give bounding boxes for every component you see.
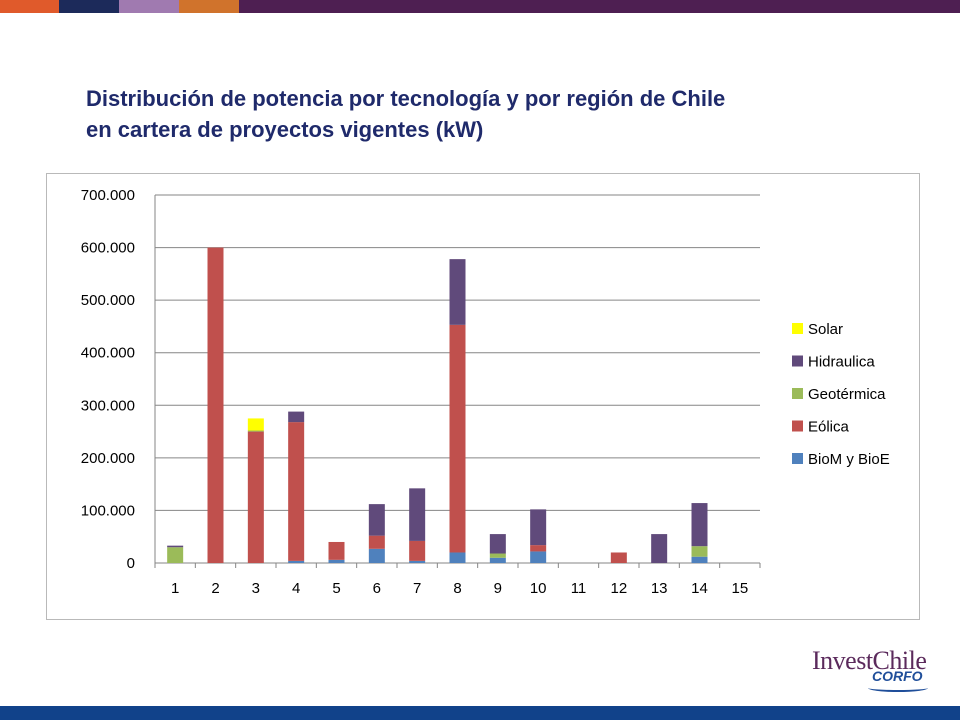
- bar-geot-rmica: [247, 430, 264, 432]
- x-tick-label: 6: [373, 580, 381, 597]
- bar-biom-y-bioe: [368, 548, 385, 563]
- x-tick-label: 11: [571, 580, 587, 597]
- bar-biom-y-bioe: [328, 559, 345, 563]
- x-tick-label: 14: [691, 580, 708, 597]
- legend-label: BioM y BioE: [808, 451, 890, 468]
- legend-label: Hidraulica: [808, 354, 875, 371]
- legend-label: Solar: [808, 321, 843, 338]
- bar-solar: [247, 418, 264, 431]
- x-tick-label: 13: [651, 580, 668, 597]
- top-bar-segment-purple: [239, 0, 960, 13]
- bar-e-lica: [409, 540, 426, 561]
- stacked-bar-chart: 0 100.000 200.000 300.000 400.000 500.000 600.…: [81, 187, 890, 597]
- bar-e-lica: [328, 541, 345, 560]
- top-color-bar: [0, 0, 960, 13]
- x-tick-label: 2: [211, 580, 219, 597]
- legend-label: Eólica: [808, 419, 850, 436]
- bar-hidraulica: [691, 503, 708, 547]
- bar-hidraulica: [489, 534, 506, 554]
- legend-swatch: [792, 388, 803, 399]
- x-tick-label: 4: [292, 580, 300, 597]
- bar-e-lica: [247, 431, 264, 563]
- x-tick-label: 3: [252, 580, 260, 597]
- bar-hidraulica: [288, 411, 305, 423]
- y-tick-label: 600.000: [81, 240, 135, 257]
- bar-hidraulica: [449, 259, 466, 325]
- bar-geot-rmica: [691, 546, 708, 557]
- x-tick-label: 10: [530, 580, 547, 597]
- bottom-color-bar: [0, 706, 960, 720]
- bar-hidraulica: [651, 534, 668, 563]
- slide-title-line-1: Distribución de potencia por tecnología …: [86, 86, 726, 111]
- slide-title: Distribución de potencia por tecnología …: [86, 83, 906, 145]
- legend-swatch: [792, 323, 803, 334]
- bar-hidraulica: [167, 545, 184, 548]
- x-tick-label: 8: [453, 580, 461, 597]
- logo-swoosh-icon: [868, 684, 928, 692]
- chart-container: 0 100.000 200.000 300.000 400.000 500.000 600.…: [46, 173, 920, 620]
- bar-biom-y-bioe: [288, 560, 305, 563]
- top-bar-segment-navy: [59, 0, 119, 13]
- x-tick-label: 9: [494, 580, 502, 597]
- bar-biom-y-bioe: [449, 552, 466, 563]
- bar-hidraulica: [530, 509, 547, 546]
- legend-label: Geotérmica: [808, 386, 886, 403]
- y-tick-label: 100.000: [81, 502, 135, 519]
- slide-title-line-2: en cartera de proyectos vigentes (kW): [86, 117, 484, 142]
- y-tick-label: 500.000: [81, 292, 135, 309]
- x-tick-label: 5: [332, 580, 340, 597]
- bar-e-lica: [610, 552, 627, 563]
- x-tick-label: 15: [731, 580, 748, 597]
- y-tick-label: 700.000: [81, 187, 135, 204]
- y-tick-label: 400.000: [81, 345, 135, 362]
- y-tick-label: 200.000: [81, 450, 135, 467]
- bar-biom-y-bioe: [409, 560, 426, 563]
- bar-geot-rmica: [167, 547, 184, 563]
- top-bar-segment-orange: [0, 0, 59, 13]
- x-tick-label: 7: [413, 580, 421, 597]
- bar-biom-y-bioe: [691, 556, 708, 563]
- logo-investchile-text: InvestChile: [812, 646, 927, 675]
- y-tick-label: 300.000: [81, 397, 135, 414]
- bar-hidraulica: [409, 488, 426, 541]
- y-tick-label: 0: [127, 555, 135, 572]
- bar-e-lica: [368, 535, 385, 549]
- investchile-logo: InvestChile CORFO: [812, 646, 932, 694]
- x-tick-label: 12: [610, 580, 627, 597]
- legend-swatch: [792, 420, 803, 432]
- bar-e-lica: [207, 247, 224, 564]
- bar-biom-y-bioe: [489, 557, 506, 563]
- bar-geot-rmica: [489, 553, 506, 558]
- top-bar-segment-amber: [179, 0, 239, 13]
- legend-swatch: [792, 355, 803, 367]
- bar-e-lica: [530, 545, 547, 552]
- logo-corfo-text: CORFO: [872, 668, 923, 684]
- bar-e-lica: [449, 324, 466, 553]
- top-bar-segment-lavender: [119, 0, 179, 13]
- x-tick-label: 1: [171, 580, 179, 597]
- bar-hidraulica: [368, 504, 385, 536]
- legend-swatch: [792, 453, 803, 464]
- bar-e-lica: [288, 422, 305, 561]
- bar-biom-y-bioe: [530, 551, 547, 563]
